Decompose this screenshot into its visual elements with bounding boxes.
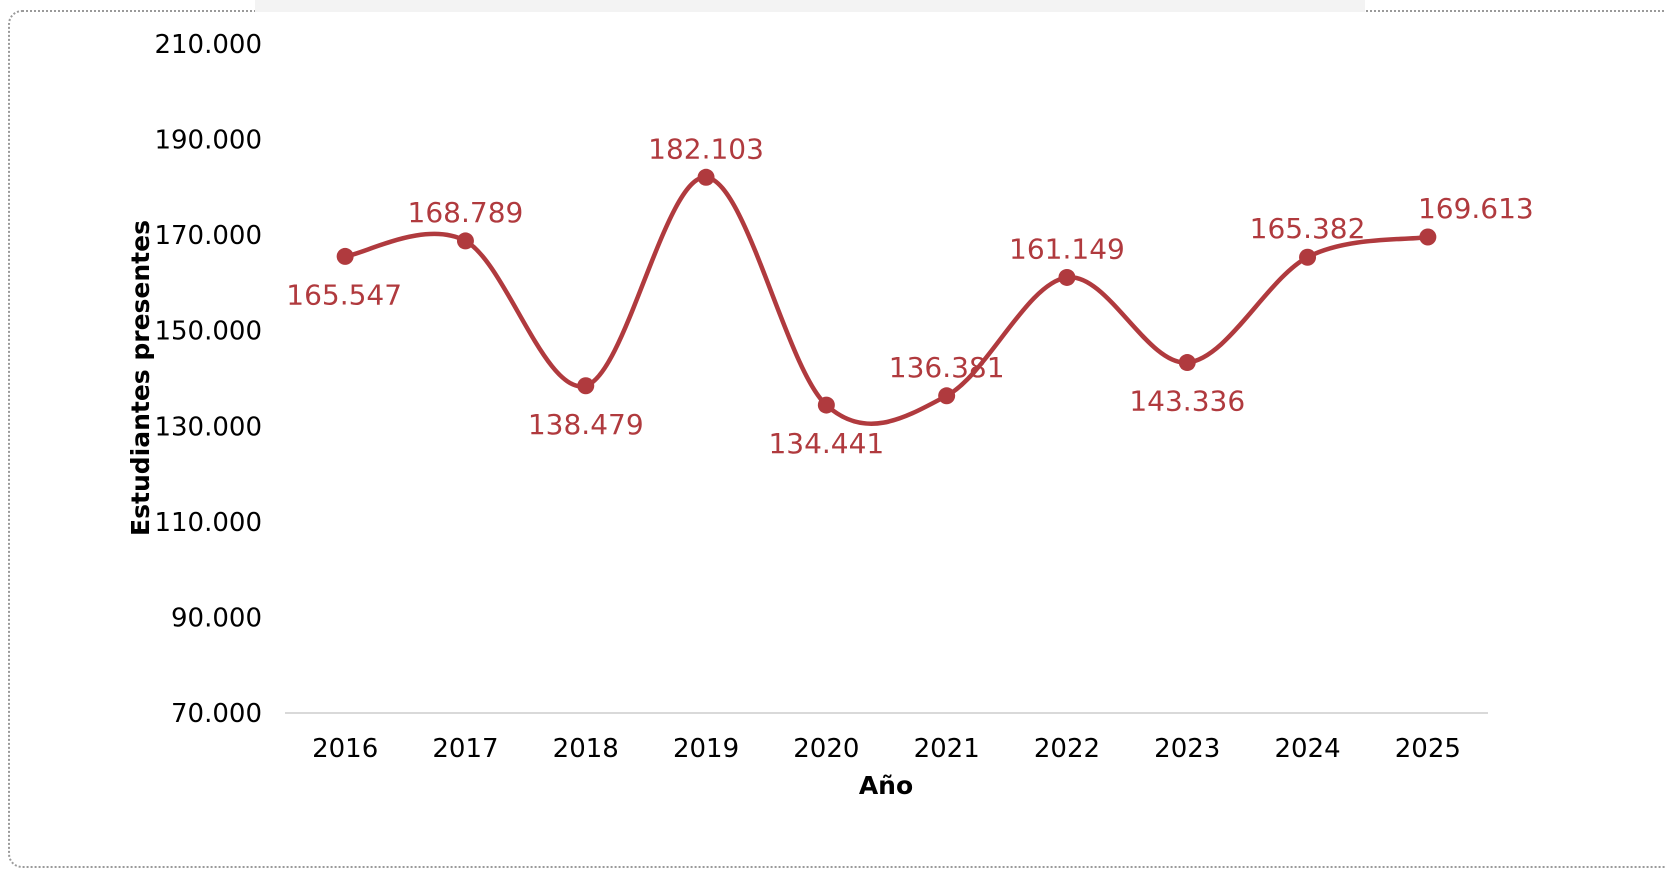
series-line xyxy=(342,175,1431,426)
data-label: 136.381 xyxy=(889,351,1005,384)
data-point xyxy=(1058,268,1076,286)
data-point xyxy=(336,247,354,265)
data-point xyxy=(577,377,595,395)
x-tick-label: 2023 xyxy=(1154,734,1220,764)
y-axis-ticks: 70.000 90.000 110.000 130.000 150.000 170.000… xyxy=(154,30,262,729)
data-label: 168.789 xyxy=(408,196,524,229)
x-tick-label: 2018 xyxy=(553,734,619,764)
data-label: 143.336 xyxy=(1129,385,1245,418)
y-tick-label: 150.000 xyxy=(154,317,262,347)
y-tick-label: 70.000 xyxy=(171,699,262,729)
data-point xyxy=(697,168,715,186)
data-point xyxy=(1419,228,1437,246)
data-point xyxy=(1299,248,1317,266)
data-point xyxy=(456,232,474,250)
x-axis-ticks: 2016 2017 2018 2019 2020 2021 2022 2023 2024 2025 xyxy=(312,734,1461,764)
data-label: 138.479 xyxy=(528,408,644,441)
data-point xyxy=(1178,354,1196,372)
y-tick-label: 130.000 xyxy=(154,412,262,442)
x-tick-label: 2017 xyxy=(432,734,498,764)
x-tick-label: 2019 xyxy=(673,734,739,764)
y-tick-label: 170.000 xyxy=(154,221,262,251)
data-point xyxy=(817,396,835,414)
data-label: 161.149 xyxy=(1009,232,1125,265)
x-tick-label: 2021 xyxy=(914,734,980,764)
x-tick-label: 2024 xyxy=(1274,734,1340,764)
data-label: 165.547 xyxy=(286,278,402,311)
data-point xyxy=(938,387,956,405)
y-axis-title: Estudiantes presentes xyxy=(126,220,155,536)
x-tick-label: 2020 xyxy=(793,734,859,764)
y-tick-label: 210.000 xyxy=(154,30,262,60)
y-tick-label: 190.000 xyxy=(154,126,262,156)
top-bar xyxy=(255,0,1365,12)
x-axis-title: Año xyxy=(859,771,913,800)
x-tick-label: 2025 xyxy=(1395,734,1461,764)
y-tick-label: 110.000 xyxy=(154,508,262,538)
data-label: 165.382 xyxy=(1250,212,1366,245)
data-label: 134.441 xyxy=(768,427,884,460)
x-tick-label: 2022 xyxy=(1034,734,1100,764)
data-label: 182.103 xyxy=(648,132,764,165)
x-tick-label: 2016 xyxy=(312,734,378,764)
data-labels: 165.547 168.789 138.479 182.103 134.441 136.3… xyxy=(286,132,1533,460)
y-tick-label: 90.000 xyxy=(171,603,262,633)
data-points xyxy=(336,168,1437,414)
data-label: 169.613 xyxy=(1418,192,1534,225)
